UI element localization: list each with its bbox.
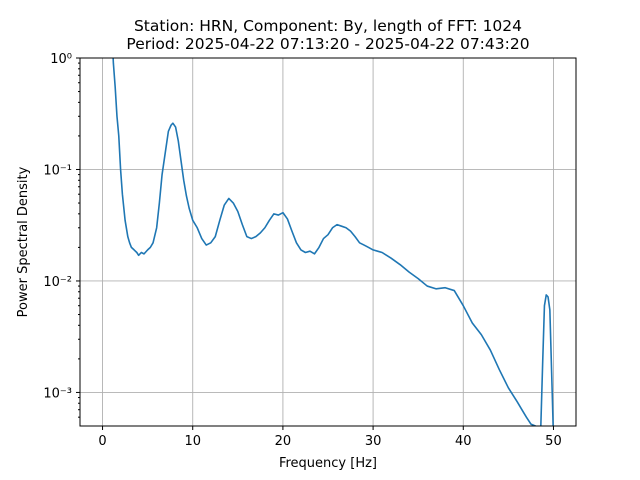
x-axis-label: Frequency [Hz] xyxy=(279,456,377,471)
series-layer xyxy=(112,58,554,426)
chart-subtitle: Period: 2025-04-22 07:13:20 - 2025-04-22… xyxy=(126,35,529,53)
x-tick-label: 40 xyxy=(455,434,472,449)
y-axis: 10⁻³ 10⁻² 10⁻¹ 10⁰ xyxy=(43,52,80,418)
y-tick-label: 10⁰ xyxy=(50,52,72,67)
chart-title: Station: HRN, Component: By, length of F… xyxy=(134,17,522,35)
grid xyxy=(80,57,576,426)
x-tick-label: 10 xyxy=(184,434,201,449)
x-tick-label: 0 xyxy=(98,434,106,449)
plot-frame xyxy=(79,57,577,427)
x-tick-label: 30 xyxy=(365,434,382,449)
x-axis: 0 10 20 30 40 50 xyxy=(98,426,562,449)
y-tick-label: 10⁻¹ xyxy=(43,163,72,178)
psd-series-line xyxy=(112,58,554,426)
x-tick-label: 20 xyxy=(275,434,292,449)
y-tick-label: 10⁻² xyxy=(43,275,72,290)
y-tick-label: 10⁻³ xyxy=(43,386,72,401)
y-axis-label: Power Spectral Density xyxy=(16,166,31,317)
x-tick-label: 50 xyxy=(545,434,562,449)
